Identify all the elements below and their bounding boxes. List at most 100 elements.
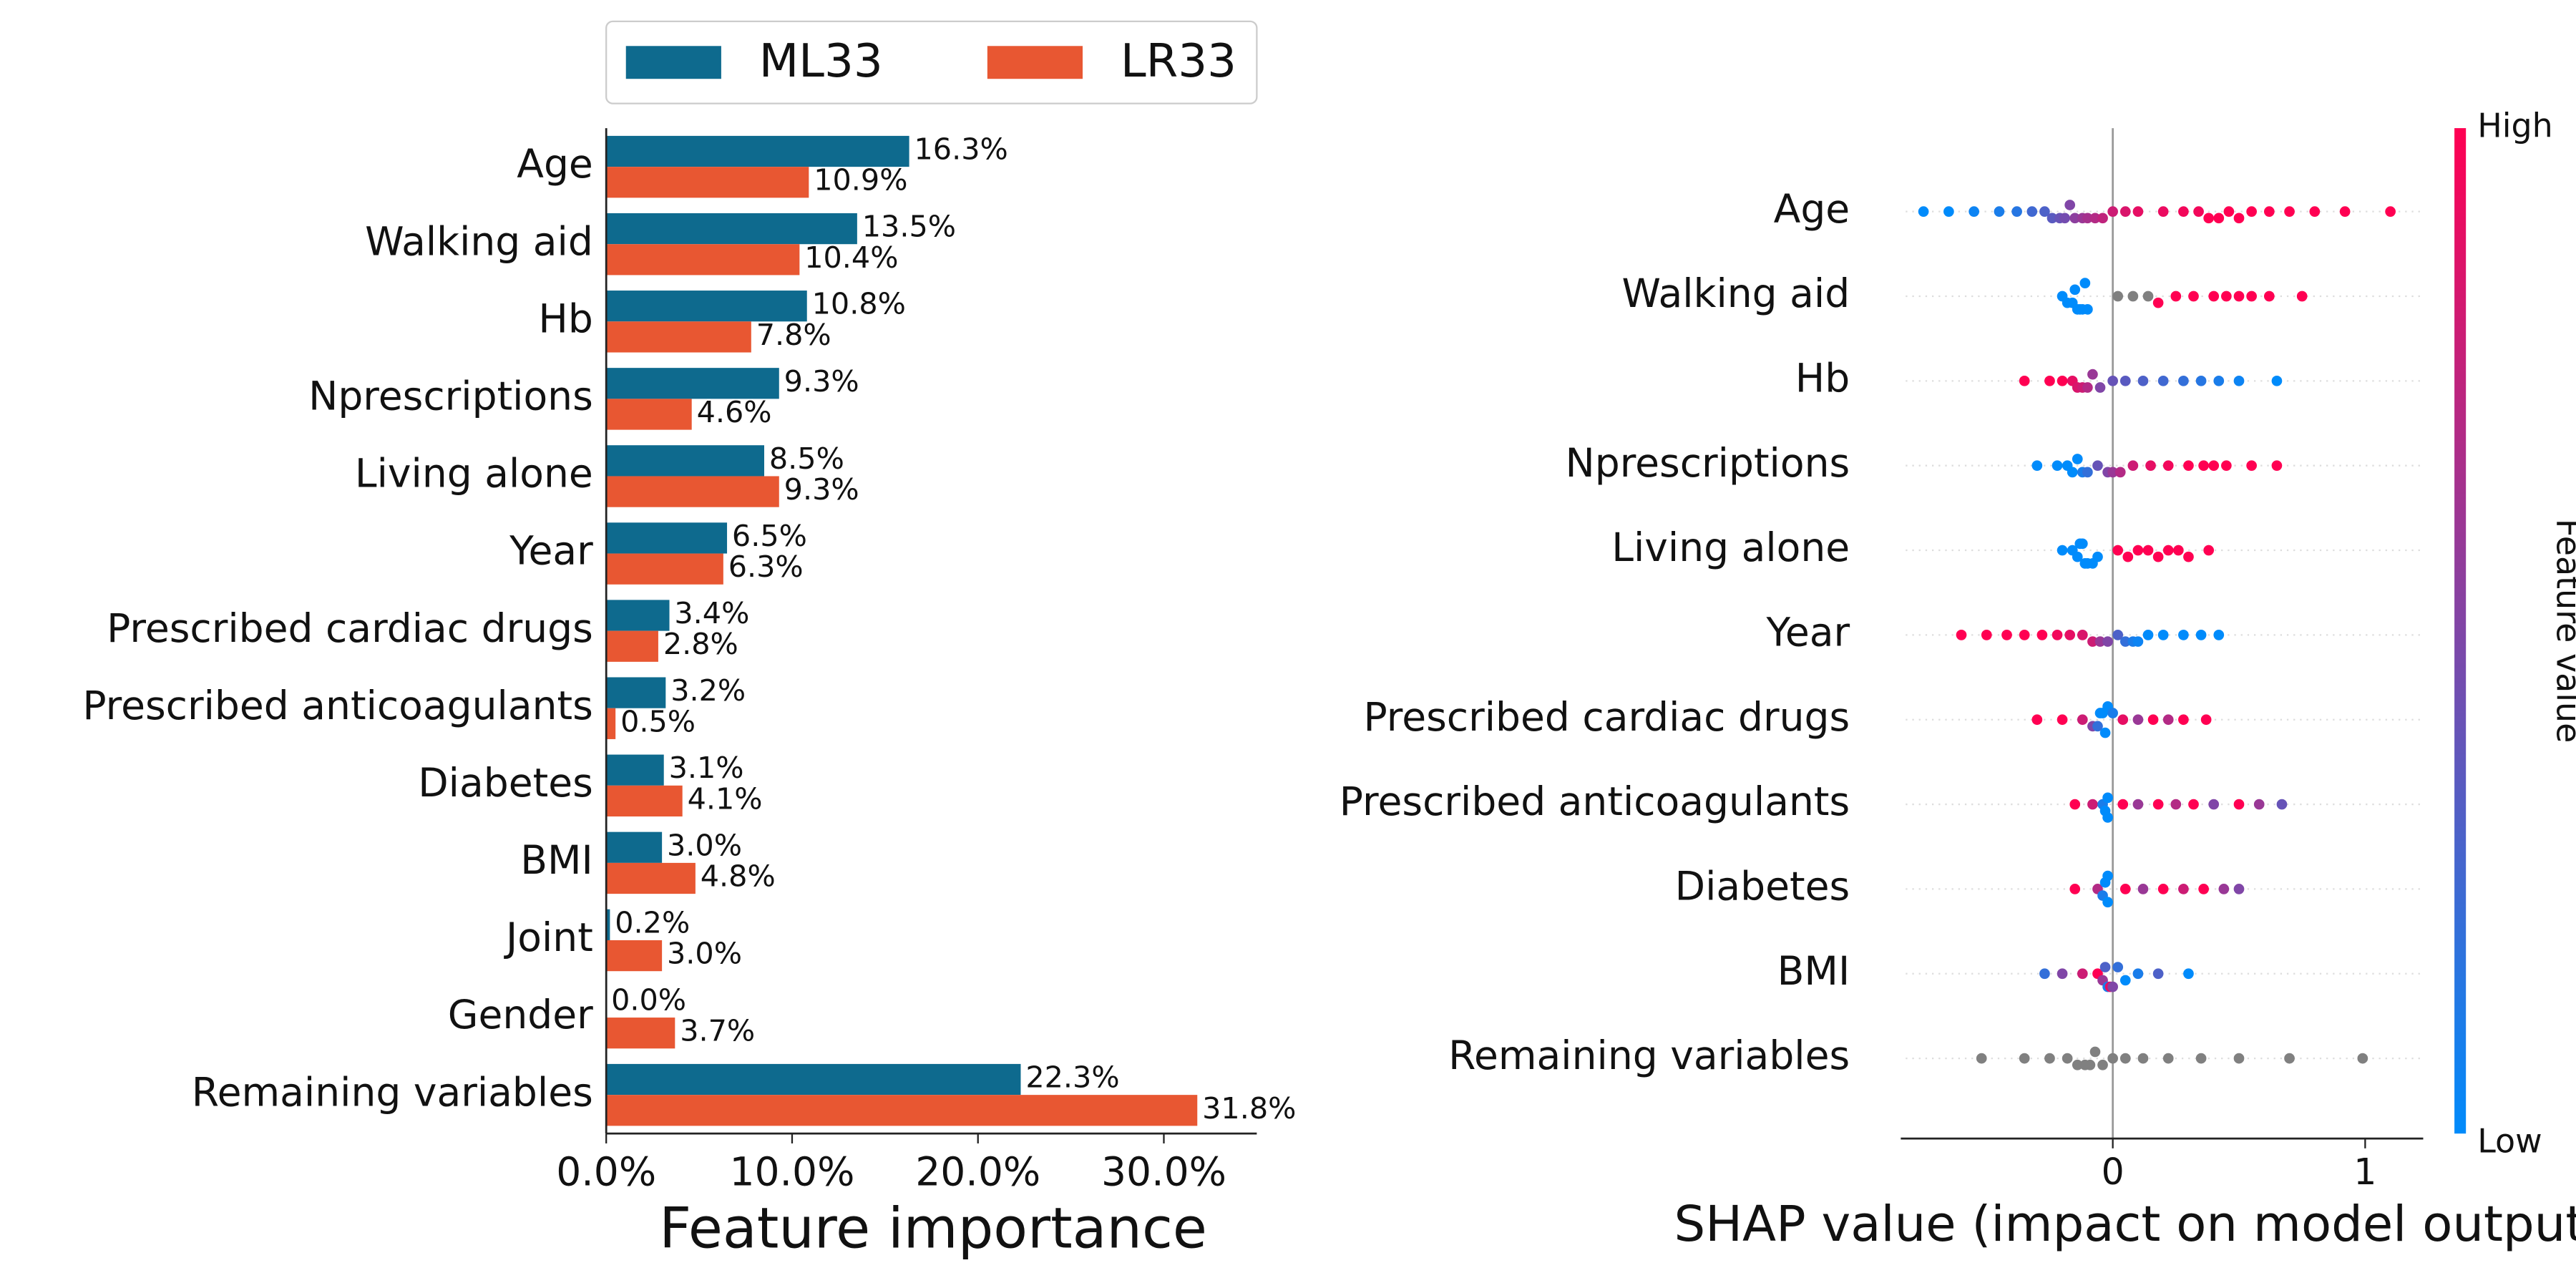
shap-point: [2203, 545, 2215, 556]
shap-point: [2253, 799, 2265, 810]
shap-point: [2162, 1053, 2174, 1064]
value-label: 6.3%: [728, 550, 804, 584]
shap-point: [2102, 897, 2113, 908]
shap-point: [2057, 375, 2068, 386]
bar: [606, 244, 800, 275]
x-axis-label: SHAP value (impact on model output): [1674, 1196, 2576, 1253]
legend-swatch: [987, 46, 1083, 79]
bar: [606, 167, 809, 198]
value-label: 3.0%: [667, 828, 742, 862]
shap-point: [2152, 968, 2164, 980]
shap-point: [2069, 284, 2081, 296]
shap-point: [1981, 630, 1992, 640]
shap-point: [2147, 714, 2159, 726]
value-label: 9.3%: [784, 472, 859, 507]
y-tick-label: Living alone: [1611, 525, 1850, 570]
shap-point: [2019, 1053, 2030, 1064]
shap-point: [2178, 206, 2189, 217]
shap-point: [2296, 291, 2308, 302]
shap-point: [2233, 799, 2245, 810]
y-tick-label: Age: [1774, 186, 1850, 232]
x-tick-label: 1: [2353, 1151, 2376, 1193]
legend-box: [605, 20, 1258, 104]
shap-point: [2087, 799, 2098, 810]
shap-point: [2284, 1053, 2295, 1064]
shap-point: [2142, 545, 2154, 556]
shap-point: [2039, 206, 2050, 217]
bar: [606, 677, 666, 708]
shap-point: [2107, 206, 2118, 217]
shap-point: [2107, 708, 2118, 718]
bar: [606, 785, 683, 817]
shap-point: [2046, 213, 2058, 224]
bar: [606, 630, 658, 662]
y-tick-label: Prescribed anticoagulants: [1340, 779, 1850, 824]
shap-point: [2173, 545, 2184, 556]
shap-point: [2112, 545, 2124, 556]
shap-point: [2132, 968, 2144, 980]
value-label: 0.2%: [615, 905, 690, 940]
shap-point: [2044, 1053, 2055, 1064]
value-label: 9.3%: [784, 364, 859, 399]
value-label: 3.4%: [674, 596, 749, 630]
shap-point: [2263, 291, 2275, 302]
y-tick-label: Diabetes: [418, 760, 593, 806]
value-label: 22.3%: [1025, 1060, 1119, 1095]
shap-point: [2117, 714, 2129, 726]
shap-point: [2019, 630, 2030, 640]
shap-point: [2152, 551, 2164, 562]
value-label: 10.9%: [814, 163, 907, 197]
shap-point: [2097, 213, 2108, 224]
shap-point: [2127, 291, 2139, 302]
y-tick-label: Diabetes: [1675, 864, 1850, 909]
bar: [606, 445, 764, 477]
bar: [606, 754, 664, 786]
x-axis-label: Feature importance: [659, 1196, 1207, 1261]
y-tick-label: Year: [1766, 609, 1850, 655]
shap-point: [2107, 375, 2118, 386]
shap-point: [2233, 375, 2245, 386]
shap-point: [2157, 630, 2169, 640]
shap-point: [2097, 1059, 2108, 1070]
value-label: 10.8%: [812, 287, 906, 321]
shap-point: [2089, 213, 2101, 224]
shap-point: [2198, 884, 2209, 894]
shap-point: [2069, 213, 2081, 224]
shap-point: [2102, 636, 2113, 647]
y-tick-label: Walking aid: [365, 218, 593, 264]
shap-point: [2077, 630, 2088, 640]
value-label: 0.5%: [620, 704, 696, 738]
shap-point: [2218, 884, 2230, 894]
shap-point: [2067, 467, 2078, 478]
y-tick-label: BMI: [1777, 948, 1850, 994]
y-tick-label: Nprescriptions: [1566, 440, 1850, 486]
shap-point: [2112, 962, 2124, 972]
value-label: 3.7%: [680, 1014, 755, 1048]
shap-point: [2001, 630, 2012, 640]
value-label: 6.5%: [732, 519, 807, 553]
value-label: 0.0%: [611, 982, 686, 1017]
shap-point: [2142, 630, 2154, 640]
shap-point: [2087, 636, 2098, 647]
shap-point: [2094, 636, 2106, 647]
shap-point: [2057, 545, 2068, 556]
value-label: 4.8%: [701, 859, 776, 894]
shap-point: [2082, 382, 2093, 393]
x-tick-label: 0.0%: [556, 1149, 656, 1195]
shap-point: [2162, 714, 2174, 726]
shap-point: [2246, 206, 2257, 217]
shap-point: [2077, 714, 2088, 726]
y-tick-label: Living alone: [355, 451, 593, 497]
bar: [606, 940, 663, 972]
shap-point: [2142, 291, 2154, 302]
value-label: 10.4%: [804, 240, 898, 275]
colorbar-low: Low: [2477, 1121, 2542, 1160]
legend-label: LR33: [1121, 34, 1236, 88]
shap-point: [2069, 799, 2081, 810]
bar: [606, 213, 857, 245]
shap-point: [2062, 1053, 2073, 1064]
shap-point: [2122, 551, 2134, 562]
y-tick-label: Prescribed cardiac drugs: [1364, 694, 1850, 740]
shap-point: [2084, 1059, 2096, 1070]
shap-point: [2077, 538, 2088, 550]
